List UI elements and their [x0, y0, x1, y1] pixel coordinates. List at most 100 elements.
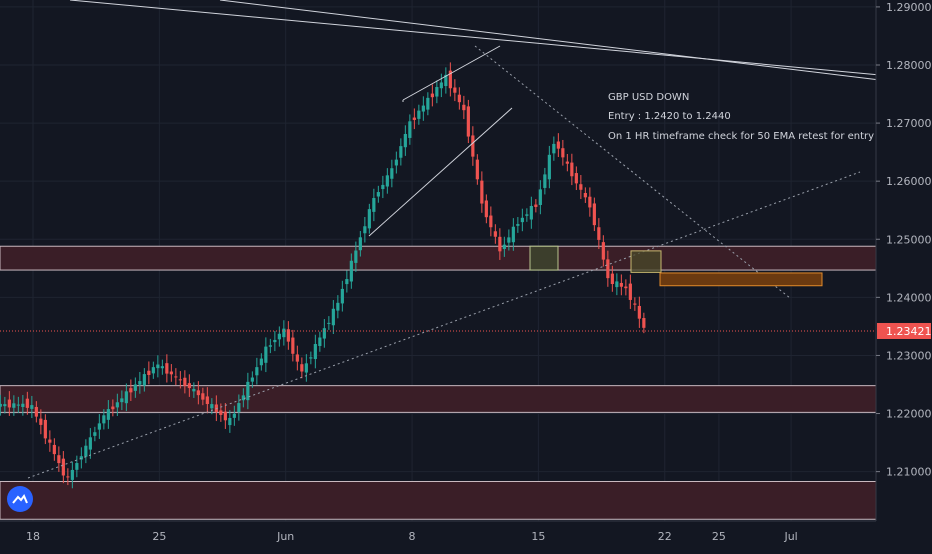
candle-body	[259, 358, 263, 366]
candle-body	[84, 445, 88, 457]
channel-lower-line	[368, 107, 513, 237]
tradingview-logo[interactable]	[7, 486, 33, 512]
x-tick-label: 22	[658, 530, 672, 543]
candle-body	[453, 87, 457, 93]
candle-body	[304, 363, 308, 373]
candle-body	[340, 288, 344, 304]
candle-body	[444, 74, 448, 87]
candle-body	[538, 189, 542, 205]
candle-body	[187, 383, 191, 389]
x-tick-label: 25	[152, 530, 166, 543]
candle-body	[556, 141, 560, 149]
candle-body	[79, 456, 83, 460]
candle-body	[147, 370, 151, 375]
candle-body	[255, 367, 259, 376]
candle-body	[390, 168, 394, 179]
candle-body	[88, 437, 92, 450]
candle-body	[25, 398, 29, 408]
candle-body	[475, 159, 479, 180]
candle-body	[201, 393, 205, 400]
x-tick-label: Jul	[783, 530, 797, 543]
candle-body	[480, 180, 484, 204]
candle-body	[70, 469, 74, 480]
candle-body	[471, 135, 475, 157]
candle-body	[120, 398, 124, 403]
candle-body	[268, 345, 272, 347]
candle-body	[61, 458, 65, 476]
candle-body	[223, 411, 227, 421]
y-tick-label: 1.21000	[886, 466, 932, 479]
candle-body	[412, 117, 416, 120]
candle-body	[381, 184, 385, 190]
last-price-label: 1.23421	[886, 325, 932, 338]
candle-body	[529, 205, 533, 220]
candle-body	[165, 363, 169, 374]
candle-body	[106, 409, 110, 420]
candle-body	[102, 415, 106, 424]
support-resistance-zone	[0, 480, 877, 520]
candle-body	[232, 413, 236, 418]
y-tick-label: 1.26000	[886, 175, 932, 188]
trendline-upper-long	[69, 0, 881, 76]
candle-body	[277, 333, 281, 340]
falling-trendline-dotted	[474, 45, 791, 299]
x-tick-label: 18	[26, 530, 40, 543]
candle-body	[133, 384, 137, 391]
candle-body	[394, 159, 398, 166]
candle-body	[48, 439, 52, 443]
candle-body	[430, 93, 434, 98]
channel-upper-line	[402, 45, 501, 101]
candle-body	[574, 173, 578, 184]
candle-body	[250, 377, 254, 382]
candle-body	[264, 346, 268, 363]
annotation-text-1: GBP USD DOWN	[608, 92, 689, 103]
candle-body	[66, 476, 70, 478]
candle-body	[619, 282, 623, 287]
candle-body	[43, 419, 47, 439]
entry-zone	[659, 272, 823, 287]
candle-body	[115, 402, 119, 408]
candle-body	[124, 391, 128, 404]
candle-body	[52, 444, 56, 455]
candle-body	[552, 143, 556, 154]
candle-body	[318, 337, 322, 347]
candle-body	[237, 403, 241, 413]
candle-body	[606, 259, 610, 279]
candle-body	[408, 121, 412, 138]
candle-body	[358, 237, 362, 251]
candle-body	[376, 192, 380, 197]
highlight-box-2	[630, 250, 662, 273]
candle-body	[142, 374, 146, 386]
candle-body	[516, 224, 520, 226]
candle-body	[196, 390, 200, 396]
y-tick-label: 1.29000	[886, 1, 932, 14]
candle-body	[331, 308, 335, 326]
candle-body	[525, 214, 529, 216]
candle-body	[160, 366, 164, 369]
candle-body	[543, 174, 547, 188]
candle-body	[345, 279, 349, 285]
candle-body	[457, 94, 461, 103]
candle-body	[3, 404, 7, 407]
candle-body	[219, 410, 223, 415]
candle-body	[57, 455, 61, 464]
last-price-badge	[877, 322, 931, 339]
candle-body	[511, 226, 515, 243]
candle-body	[21, 403, 25, 407]
candle-body	[421, 105, 425, 112]
support-resistance-zone	[0, 245, 877, 271]
candle-body	[16, 404, 20, 406]
price-axis	[876, 0, 932, 550]
candle-body	[313, 344, 317, 360]
candle-body	[534, 204, 538, 207]
candle-body	[309, 357, 313, 359]
candle-body	[624, 286, 628, 289]
candle-body	[547, 154, 551, 180]
candle-body	[291, 337, 295, 354]
candle-body	[7, 399, 11, 408]
candle-body	[30, 405, 34, 409]
candle-body	[493, 231, 497, 237]
candle-body	[489, 215, 493, 228]
